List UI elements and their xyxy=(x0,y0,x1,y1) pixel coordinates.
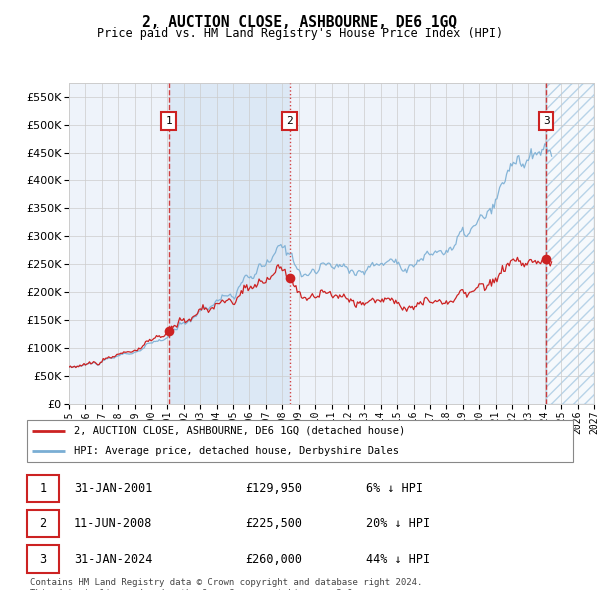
Text: 11-JUN-2008: 11-JUN-2008 xyxy=(74,517,152,530)
FancyBboxPatch shape xyxy=(27,474,59,502)
Text: Price paid vs. HM Land Registry's House Price Index (HPI): Price paid vs. HM Land Registry's House … xyxy=(97,27,503,40)
Text: 44% ↓ HPI: 44% ↓ HPI xyxy=(366,552,430,566)
Text: 2, AUCTION CLOSE, ASHBOURNE, DE6 1GQ: 2, AUCTION CLOSE, ASHBOURNE, DE6 1GQ xyxy=(143,15,458,30)
Text: £260,000: £260,000 xyxy=(245,552,302,566)
Text: 31-JAN-2024: 31-JAN-2024 xyxy=(74,552,152,566)
FancyBboxPatch shape xyxy=(27,420,573,463)
Text: 1: 1 xyxy=(39,481,46,495)
Text: 2: 2 xyxy=(39,517,46,530)
Text: 3: 3 xyxy=(39,552,46,566)
Text: 2: 2 xyxy=(286,116,293,126)
FancyBboxPatch shape xyxy=(27,510,59,537)
Text: 20% ↓ HPI: 20% ↓ HPI xyxy=(366,517,430,530)
Text: 1: 1 xyxy=(166,116,172,126)
Text: 6% ↓ HPI: 6% ↓ HPI xyxy=(366,481,423,495)
Text: 2, AUCTION CLOSE, ASHBOURNE, DE6 1GQ (detached house): 2, AUCTION CLOSE, ASHBOURNE, DE6 1GQ (de… xyxy=(74,426,405,436)
Bar xyxy=(546,83,594,404)
Bar xyxy=(169,83,290,404)
Text: £225,500: £225,500 xyxy=(245,517,302,530)
Text: HPI: Average price, detached house, Derbyshire Dales: HPI: Average price, detached house, Derb… xyxy=(74,446,398,456)
Text: 31-JAN-2001: 31-JAN-2001 xyxy=(74,481,152,495)
Text: £129,950: £129,950 xyxy=(245,481,302,495)
FancyBboxPatch shape xyxy=(27,545,59,573)
Text: Contains HM Land Registry data © Crown copyright and database right 2024.
This d: Contains HM Land Registry data © Crown c… xyxy=(30,578,422,590)
Text: 3: 3 xyxy=(543,116,550,126)
